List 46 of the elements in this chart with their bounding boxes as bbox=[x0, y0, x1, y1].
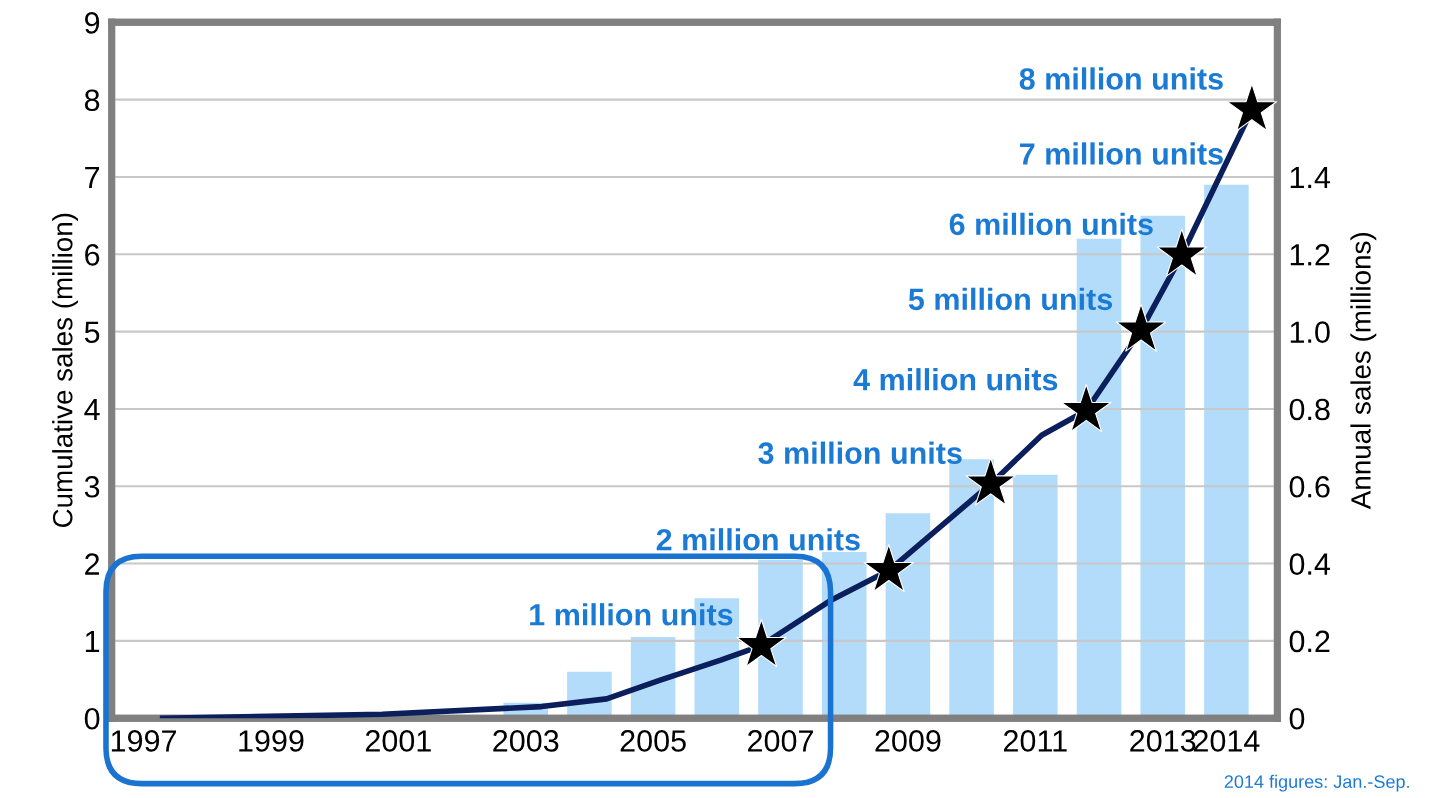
x-tick-label: 2007 bbox=[748, 730, 813, 752]
annotation: 3 million units bbox=[758, 441, 962, 465]
y2-tick-label: 1.4 bbox=[1290, 167, 1331, 189]
y-tick-label: 9 bbox=[85, 12, 100, 34]
x-tick-label: 2009 bbox=[875, 730, 941, 752]
point bbox=[1156, 228, 1208, 277]
annotation: 6 million units bbox=[949, 212, 1153, 236]
annotation: 4 million units bbox=[853, 368, 1058, 391]
y2-tick-label: 0.2 bbox=[1289, 630, 1330, 653]
y-axis-title: Cumulative sales (million) bbox=[52, 213, 79, 528]
y2-tick-label: 1.0 bbox=[1290, 321, 1330, 343]
annotation: 5 million units bbox=[908, 287, 1113, 311]
x-tick-label: 2013 bbox=[1130, 730, 1196, 752]
annotation: 2 million units bbox=[656, 528, 860, 551]
y2-tick-label: 0.6 bbox=[1289, 475, 1330, 498]
point bbox=[736, 618, 787, 668]
y-tick-label: 2 bbox=[85, 553, 100, 575]
x-tick-label: 2003 bbox=[493, 730, 559, 752]
x-tick-label: 2005 bbox=[620, 730, 686, 752]
point bbox=[1060, 383, 1112, 433]
y2-tick-label: 0.8 bbox=[1289, 398, 1330, 421]
point bbox=[1226, 83, 1278, 132]
y-tick-label: 5 bbox=[84, 321, 100, 343]
text: 2014 figures: Jan.-Sep. bbox=[1224, 774, 1409, 792]
x-tick-label: 2001 bbox=[365, 730, 431, 752]
x-tick-label: 2011 bbox=[1003, 730, 1067, 752]
y2-tick-label: 0 bbox=[1289, 707, 1305, 730]
x-tick-label: 1999 bbox=[239, 730, 304, 752]
point bbox=[1115, 303, 1167, 352]
x-tick-label: 1997 bbox=[111, 730, 176, 752]
y-tick-label: 8 bbox=[84, 89, 100, 112]
y-tick-label: 0 bbox=[84, 707, 100, 730]
y-tick-label: 1 bbox=[85, 630, 100, 652]
y-tick-label: 4 bbox=[84, 398, 100, 420]
annotation: 8 million units bbox=[1019, 67, 1223, 90]
point bbox=[965, 457, 1016, 506]
annotation: 7 million units bbox=[1020, 142, 1223, 165]
point bbox=[863, 543, 915, 593]
y2-tick-label: 0.4 bbox=[1289, 553, 1331, 575]
x-tick-label: 2014 bbox=[1193, 730, 1260, 752]
y2-axis-title: Annual sales (millions) bbox=[1350, 233, 1377, 510]
y2-tick-label: 1.2 bbox=[1290, 244, 1330, 266]
annotation: 1 million units bbox=[530, 603, 733, 626]
y-tick-label: 3 bbox=[84, 475, 100, 498]
y-tick-label: 7 bbox=[85, 167, 100, 189]
y-tick-label: 6 bbox=[85, 244, 100, 266]
